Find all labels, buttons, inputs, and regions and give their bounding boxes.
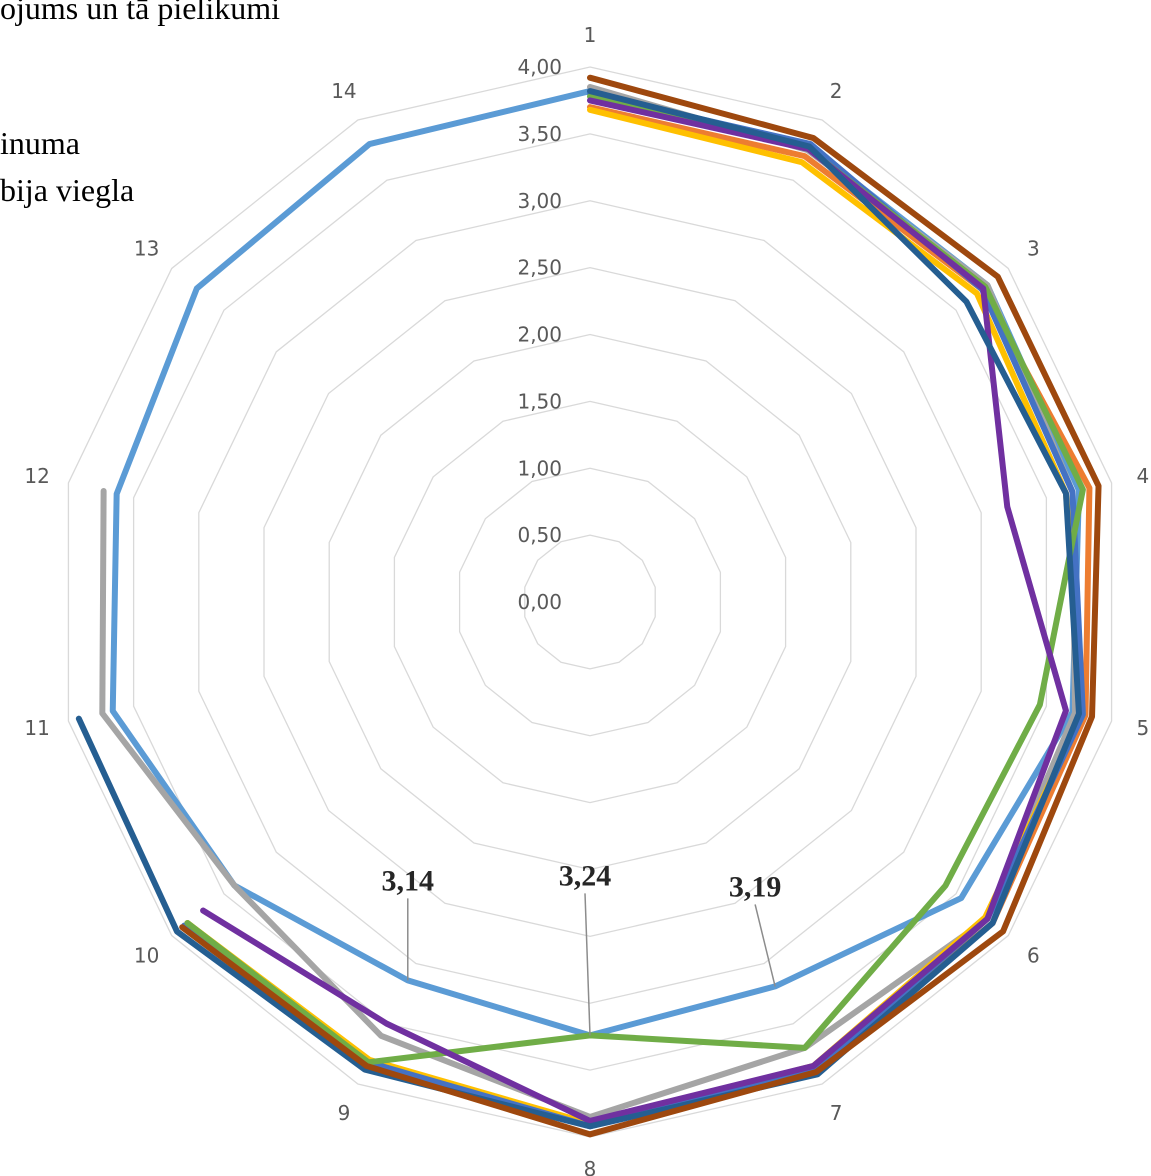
grid-ring bbox=[328, 333, 852, 871]
grid-ring bbox=[198, 200, 982, 1004]
category-label: 11 bbox=[24, 716, 49, 740]
radar-series bbox=[75, 74, 1102, 1138]
category-label: 4 bbox=[1137, 464, 1150, 488]
tick-label: 0,50 bbox=[517, 523, 562, 547]
category-label: 14 bbox=[331, 79, 356, 103]
category-label: 7 bbox=[830, 1101, 843, 1125]
tick-label: 0,00 bbox=[517, 590, 562, 614]
category-label: 12 bbox=[24, 464, 49, 488]
category-label: 8 bbox=[584, 1157, 597, 1176]
callout-leader bbox=[754, 904, 776, 987]
grid-ring bbox=[132, 133, 1048, 1071]
series-line bbox=[179, 74, 1102, 1138]
grid-ring bbox=[393, 400, 787, 804]
category-label: 1 bbox=[584, 23, 597, 47]
tick-label: 3,50 bbox=[517, 122, 562, 146]
tick-label: 3,00 bbox=[517, 189, 562, 213]
series-line bbox=[200, 97, 1069, 1124]
legend-fragment-3: bija viegla bbox=[0, 172, 135, 208]
radar-grid bbox=[67, 66, 1113, 1138]
legend-fragment-2: inuma bbox=[0, 125, 80, 161]
legend-fragment-1: ojums un tā pielikumi bbox=[0, 0, 280, 26]
data-label: 3,14 bbox=[382, 864, 435, 897]
series-line bbox=[109, 88, 1082, 1039]
category-label: 10 bbox=[134, 944, 159, 968]
grid-ring bbox=[67, 66, 1113, 1138]
data-label: 3,24 bbox=[559, 859, 612, 892]
data-label: 3,19 bbox=[729, 870, 782, 903]
radar-labels: 0,000,501,001,502,002,503,003,504,001234… bbox=[24, 23, 1149, 1176]
tick-label: 2,50 bbox=[517, 256, 562, 280]
tick-label: 1,00 bbox=[517, 456, 562, 480]
series-line bbox=[75, 88, 1082, 1130]
callout-leader bbox=[584, 893, 591, 1036]
tick-label: 2,00 bbox=[517, 323, 562, 347]
category-label: 13 bbox=[134, 236, 159, 260]
category-label: 3 bbox=[1027, 236, 1040, 260]
category-label: 9 bbox=[338, 1101, 351, 1125]
category-label: 6 bbox=[1027, 944, 1040, 968]
grid-ring bbox=[524, 534, 656, 670]
tick-label: 1,50 bbox=[517, 389, 562, 413]
grid-ring bbox=[263, 266, 917, 938]
tick-label: 4,00 bbox=[517, 55, 562, 79]
category-label: 2 bbox=[830, 79, 843, 103]
grid-ring bbox=[458, 467, 722, 737]
category-label: 5 bbox=[1137, 716, 1150, 740]
